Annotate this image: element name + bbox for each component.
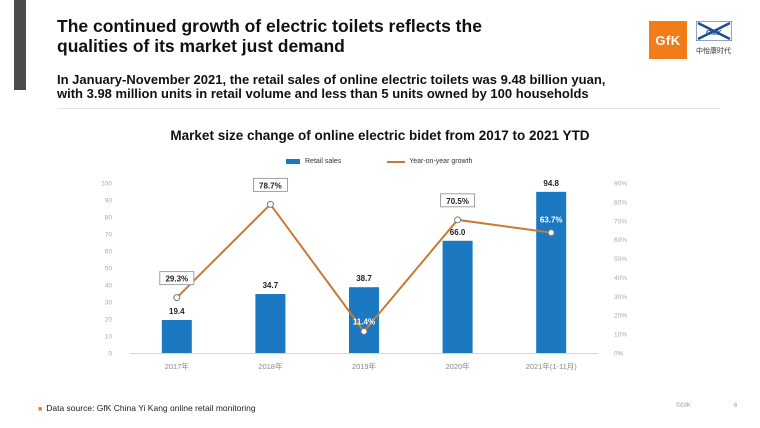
legend-item-retail-sales: Retail sales: [286, 158, 341, 165]
subtitle-line-1: In January-November 2021, the retail sal…: [57, 72, 606, 87]
left-accent-bar: [14, 0, 26, 90]
y-tick-left: 30: [105, 300, 113, 307]
growth-label-box: [252, 177, 288, 192]
growth-value-label: 11.4%: [353, 317, 375, 326]
cmk-logo-cn: 中怡康时代: [696, 48, 731, 55]
growth-point: [266, 200, 274, 208]
page-subtitle: In January-November 2021, the retail sal…: [57, 73, 697, 101]
gfk-logo: GfK: [649, 21, 687, 59]
divider: [57, 108, 720, 109]
x-tick-label: 2020年: [446, 361, 471, 371]
y-tick-left: 90: [105, 198, 113, 205]
copyright: ©GfK: [676, 403, 691, 409]
y-tick-left: 80: [105, 215, 113, 222]
y-tick-right: 10%: [614, 332, 627, 339]
footer-note: ■ Data source: GfK China Yi Kang online r…: [38, 403, 256, 413]
title-line-2: qualities of its market just demand: [57, 36, 345, 56]
x-tick-label: 2017年: [165, 361, 190, 371]
cmk-logo-mark-icon: CMK: [695, 20, 733, 42]
gfk-logo-text: GfK: [655, 32, 681, 48]
x-tick-label: 2018年: [258, 361, 283, 371]
growth-value-label: 63.7%: [540, 216, 563, 225]
growth-point: [173, 294, 181, 302]
bar: [161, 320, 192, 353]
bar-value-label: 66.0: [450, 228, 466, 237]
legend-swatch-line: [387, 160, 406, 163]
bar: [442, 240, 473, 353]
bar-value-label: 19.4: [169, 307, 185, 316]
x-tick-label: 2021年(1-11月): [526, 361, 578, 371]
cmk-logo-text: CMK: [706, 30, 722, 37]
bar-value-label: 38.7: [356, 274, 372, 283]
legend-swatch-bar: [286, 159, 300, 164]
growth-point: [454, 216, 462, 224]
bar: [536, 191, 567, 353]
y-tick-right: 30%: [614, 294, 627, 301]
bullet-icon: ■: [38, 406, 43, 413]
legend-label-growth: Year-on-year growth: [409, 158, 473, 165]
page-title: The continued growth of electric toilets…: [57, 16, 617, 56]
chart-legend: Retail sales Year-on-year growth: [286, 158, 518, 165]
growth-value-label: 29.3%: [165, 275, 188, 284]
y-tick-right: 90%: [614, 181, 627, 188]
growth-point: [360, 327, 368, 335]
y-tick-left: 10: [105, 334, 113, 341]
growth-label-box: [440, 193, 476, 208]
chart-title: Market size change of online electric bi…: [170, 128, 590, 143]
legend-item-growth: Year-on-year growth: [387, 158, 472, 165]
y-tick-right: 20%: [614, 313, 627, 320]
y-tick-left: 100: [101, 181, 112, 188]
x-tick-label: 2019年: [352, 361, 377, 371]
y-tick-left: 50: [105, 266, 113, 273]
y-tick-left: 70: [105, 232, 113, 239]
y-tick-left: 0: [108, 351, 112, 358]
y-tick-right: 0%: [614, 351, 624, 358]
y-tick-right: 60%: [614, 237, 627, 244]
bar-value-label: 94.8: [543, 179, 559, 188]
y-tick-left: 60: [105, 249, 113, 256]
growth-value-label: 70.5%: [446, 197, 469, 206]
title-line-1: The continued growth of electric toilets…: [57, 16, 482, 36]
legend-label-retail-sales: Retail sales: [305, 158, 342, 165]
y-tick-right: 50%: [614, 256, 627, 263]
subtitle-line-2: with 3.98 million units in retail volume…: [57, 86, 589, 101]
y-tick-right: 40%: [614, 275, 627, 282]
y-tick-right: 80%: [614, 199, 627, 206]
growth-label-box: [159, 271, 195, 286]
footer-note-text: Data source: GfK China Yi Kang online re…: [46, 403, 256, 413]
y-tick-left: 40: [105, 283, 113, 290]
bar: [255, 294, 286, 353]
y-tick-left: 20: [105, 317, 113, 324]
growth-value-label: 78.7%: [259, 181, 282, 190]
y-tick-right: 70%: [614, 218, 627, 225]
bar-value-label: 34.7: [263, 281, 279, 290]
cmk-logo: CMK 中怡康时代: [695, 20, 738, 59]
growth-point: [547, 229, 555, 237]
page-number: 6: [734, 403, 738, 409]
